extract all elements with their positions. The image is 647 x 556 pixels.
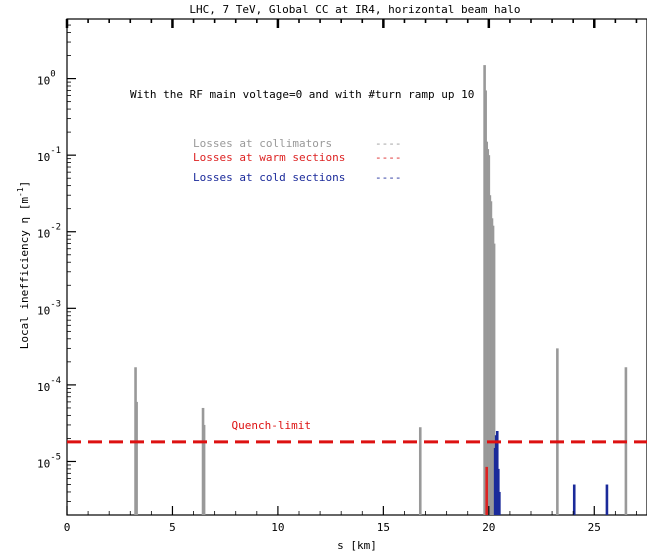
bar-series-2-point-6 xyxy=(605,484,609,515)
y-axis-label-close: ] xyxy=(18,181,31,188)
bars-layer xyxy=(134,65,628,516)
plot-area xyxy=(66,18,647,516)
bar-series-0-point-1 xyxy=(135,401,138,515)
y-tick-base: 10 xyxy=(37,228,50,241)
annotation-text: With the RF main voltage=0 and with #tur… xyxy=(130,88,474,101)
y-tick-label: 10-5 xyxy=(37,452,61,470)
legend-warm: Losses at warm sections xyxy=(193,151,345,164)
y-tick-exponent: -1 xyxy=(50,146,61,156)
x-tick-label: 0 xyxy=(64,521,71,534)
x-tick-label: 5 xyxy=(169,521,176,534)
y-tick-exponent: -2 xyxy=(50,223,61,233)
chart-title: LHC, 7 TeV, Global CC at IR4, horizontal… xyxy=(189,3,520,16)
bar-series-1-point-0 xyxy=(485,466,489,515)
y-tick-exponent: -3 xyxy=(50,299,61,309)
y-tick-exponent: -5 xyxy=(50,452,61,462)
y-tick-label: 10-1 xyxy=(37,146,61,164)
x-axis-label: s [km] xyxy=(337,539,377,552)
threshold-layer: Quench-limit xyxy=(67,419,647,444)
bar-series-2-point-5 xyxy=(572,484,576,515)
x-tick-label: 15 xyxy=(377,521,390,534)
y-tick-label: 100 xyxy=(37,70,56,88)
x-tick-label: 25 xyxy=(588,521,601,534)
x-tick-label: 10 xyxy=(271,521,284,534)
y-tick-base: 10 xyxy=(37,457,50,470)
bar-series-0-point-3 xyxy=(202,424,206,515)
y-tick-exponent: -4 xyxy=(50,376,61,386)
bar-series-0-point-15 xyxy=(556,348,559,515)
y-tick-label: 10-4 xyxy=(37,376,61,394)
bar-series-0-point-14 xyxy=(492,243,496,516)
y-axis-label: Local inefficiency η [m-1] xyxy=(16,181,31,350)
y-tick-base: 10 xyxy=(37,75,50,88)
y-axis-label-main: Local inefficiency η [m xyxy=(18,197,31,350)
y-tick-label: 10-2 xyxy=(37,223,61,241)
bar-series-0-point-4 xyxy=(418,427,422,515)
x-tick-label: 20 xyxy=(482,521,495,534)
y-tick-base: 10 xyxy=(37,381,50,394)
quench-limit-label: Quench-limit xyxy=(232,419,311,432)
legend-line-cold: ---- xyxy=(375,171,402,184)
y-tick-base: 10 xyxy=(37,304,50,317)
y-axis-label-exponent: -1 xyxy=(16,187,25,197)
legend-cold: Losses at cold sections xyxy=(193,171,345,184)
y-tick-exponent: 0 xyxy=(50,70,55,80)
y-tick-label: 10-3 xyxy=(37,299,61,317)
legend-line-warm: ---- xyxy=(375,151,402,164)
legend-line-collimators: ---- xyxy=(375,137,402,150)
bar-series-2-point-4 xyxy=(498,491,501,515)
y-tick-base: 10 xyxy=(37,151,50,164)
legend-collimators: Losses at collimators xyxy=(193,137,332,150)
